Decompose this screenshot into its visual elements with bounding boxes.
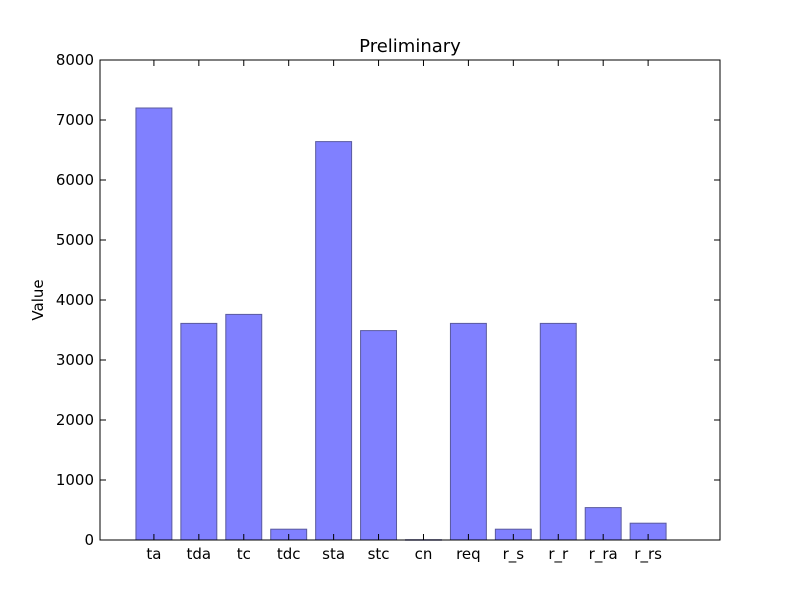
bar-ta [135, 107, 173, 541]
y-tick-label: 4000 [56, 291, 94, 309]
chart-title: Preliminary [359, 36, 461, 57]
x-tick-label-stc: stc [368, 545, 390, 563]
bar-r_r [539, 322, 577, 541]
x-tick-label-sta: sta [322, 545, 345, 563]
y-tick-label: 6000 [56, 171, 94, 189]
bar-req [449, 322, 487, 541]
x-tick-label-req: req [456, 545, 481, 563]
x-tick-label-tc: tc [237, 545, 251, 563]
bar-tc [225, 313, 263, 541]
y-axis-label: Value [29, 279, 47, 320]
y-tick-label: 1000 [56, 471, 94, 489]
x-tick-label-r_r: r_r [548, 545, 569, 564]
bar-sta [315, 141, 353, 541]
y-axis-ticks: 0 1000 2000 3000 4000 5000 6000 7000 8000 [56, 51, 720, 549]
y-tick-label: 8000 [56, 51, 94, 69]
x-tick-label-r_s: r_s [503, 545, 525, 564]
y-tick-label: 3000 [56, 351, 94, 369]
x-tick-label-r_rs: r_rs [634, 545, 662, 564]
bar-tda [180, 322, 218, 541]
x-tick-label-tda: tda [187, 545, 212, 563]
y-tick-label: 2000 [56, 411, 94, 429]
x-tick-label-r_ra: r_ra [589, 545, 618, 564]
bars-group [135, 107, 667, 541]
x-tick-label-cn: cn [415, 545, 433, 563]
x-tick-label-ta: ta [146, 545, 161, 563]
y-tick-label: 7000 [56, 111, 94, 129]
x-axis-ticks: ta tda tc tdc sta stc cn req r_s r_r r_ra r_rs [146, 60, 662, 564]
x-tick-label-tdc: tdc [277, 545, 301, 563]
y-tick-label: 0 [84, 531, 94, 549]
bar-stc [360, 330, 398, 541]
y-tick-label: 5000 [56, 231, 94, 249]
